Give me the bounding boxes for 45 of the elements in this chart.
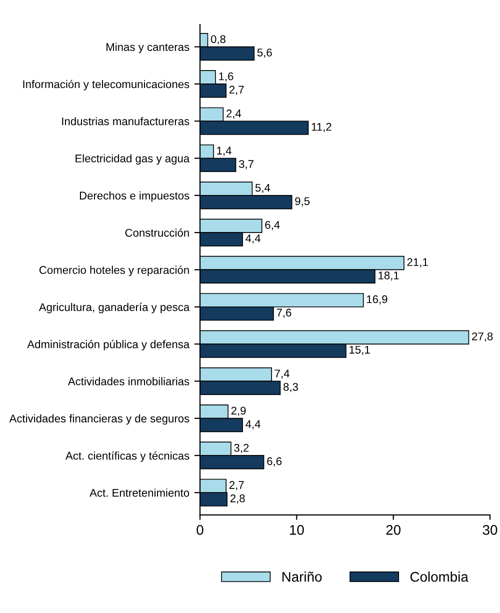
data-label: 8,3	[283, 382, 298, 392]
legend-label: Colombia	[410, 572, 468, 582]
data-label: 4,4	[246, 420, 260, 430]
data-label: 27,8	[472, 332, 493, 342]
data-label: 0,8	[210, 35, 226, 44]
data-label: 9,5	[295, 197, 310, 206]
data-label: 18,1	[378, 272, 399, 281]
y-tick-label: Electricidad gas y agua	[76, 154, 190, 165]
data-label: 1,6	[219, 72, 234, 82]
data-label: 5,4	[255, 184, 270, 194]
x-tick-label: 20	[386, 525, 401, 535]
data-label: 1,4	[217, 146, 232, 156]
data-label: 2,4	[226, 110, 242, 119]
y-tick-label: Derechos e impuestos	[80, 191, 190, 202]
y-tick-label: Administración pública y defensa	[27, 340, 190, 350]
y-tick-label: Actividades inmobiliarias	[68, 377, 190, 386]
data-label: 7,4	[274, 370, 290, 379]
data-label: 16,9	[366, 295, 388, 304]
data-label: 2,9	[231, 406, 246, 416]
data-label: 4,4	[246, 234, 260, 244]
data-label: 5,6	[257, 48, 272, 58]
data-label: 3,2	[234, 444, 249, 454]
data-label: 11,2	[312, 122, 332, 132]
data-label: 6,6	[267, 457, 282, 466]
y-tick-label: Comercio hoteles y reparación	[39, 266, 189, 276]
y-tick-label: Construcción	[125, 228, 189, 237]
x-tick-label: 10	[290, 525, 304, 535]
y-tick-label: Act. científicas y técnicas	[65, 451, 190, 462]
data-label: 21,1	[407, 258, 428, 268]
y-tick-label: Actividades financieras y de seguros	[9, 414, 190, 425]
x-tick-label: 30	[482, 525, 498, 535]
data-label: 6,4	[265, 220, 280, 230]
y-tick-label: Act. Entretenimiento	[90, 488, 190, 497]
data-label: 15,1	[350, 346, 370, 356]
y-tick-label: Industrias manufactureras	[62, 117, 190, 126]
y-tick-label: Información y telecomunicaciones	[23, 80, 190, 90]
data-label: 2,7	[229, 86, 244, 95]
data-label: 2,8	[230, 494, 245, 504]
data-label: 7,6	[276, 308, 292, 318]
data-label: 3,7	[238, 160, 254, 170]
data-label: 2,7	[229, 481, 244, 490]
y-tick-label: Minas y canteras	[106, 42, 190, 54]
y-tick-label: Agricultura, ganadería y pesca	[38, 302, 190, 314]
x-tick-label: 0	[196, 525, 204, 535]
legend-label: Nariño	[282, 572, 322, 582]
